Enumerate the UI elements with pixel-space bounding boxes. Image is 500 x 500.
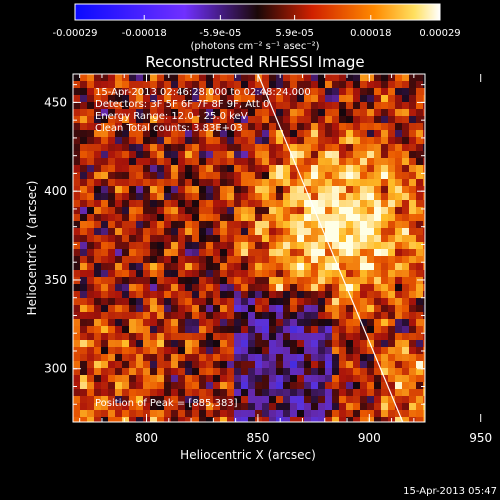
colorbar-tick-label: -0.00029	[53, 28, 98, 39]
solar-limb-line	[257, 74, 404, 422]
colorbar-unit-label: (photons cm⁻² s⁻¹ asec⁻²)	[190, 41, 319, 52]
colorbar-tick-label: -0.00018	[122, 28, 167, 39]
y-tick-label: 450	[44, 95, 67, 109]
annotation-time-range: 15-Apr-2013 02:46:28.000 to 02:48:24.000	[95, 87, 311, 98]
axis-ticks: 800 850 900 950 300 350 400 450	[44, 74, 492, 445]
x-tick-label: 900	[358, 431, 381, 445]
chart-title: Reconstructed RHESSI Image	[145, 53, 364, 71]
colorbar-tick-label: 0.00029	[419, 28, 460, 39]
annotation-clean-counts: Clean Total counts: 3.83E+03	[95, 123, 243, 134]
y-tick-label: 300	[44, 362, 67, 376]
annotation-energy-range: Energy Range: 12.0 - 25.0 keV	[95, 111, 248, 122]
footer-timestamp: 15-Apr-2013 05:47	[403, 486, 497, 497]
colorbar-tick-label: -5.9e-05	[199, 28, 241, 39]
x-tick-label: 800	[135, 431, 158, 445]
x-axis-label: Heliocentric X (arcsec)	[180, 448, 316, 462]
heatmap-cells	[73, 74, 425, 422]
annotation-detectors: Detectors: 3F 5F 6F 7F 8F 9F, Att 0	[95, 99, 269, 110]
y-tick-label: 400	[44, 184, 67, 198]
colorbar-tick-label: 0.00018	[350, 28, 391, 39]
colorbar-tick-label: 5.9e-05	[275, 28, 313, 39]
y-tick-label: 350	[44, 273, 67, 287]
colorbar-ticks: -0.00029 -0.00018 -5.9e-05 5.9e-05 0.00018 0.…	[53, 15, 461, 39]
plot-frame	[72, 73, 426, 423]
x-tick-label: 950	[469, 431, 492, 445]
x-tick-label: 850	[246, 431, 269, 445]
annotation-peak-position: Position of Peak = [885,383]	[95, 398, 238, 409]
y-axis-label: Heliocentric Y (arcsec)	[25, 181, 39, 316]
colorbar	[74, 3, 441, 21]
